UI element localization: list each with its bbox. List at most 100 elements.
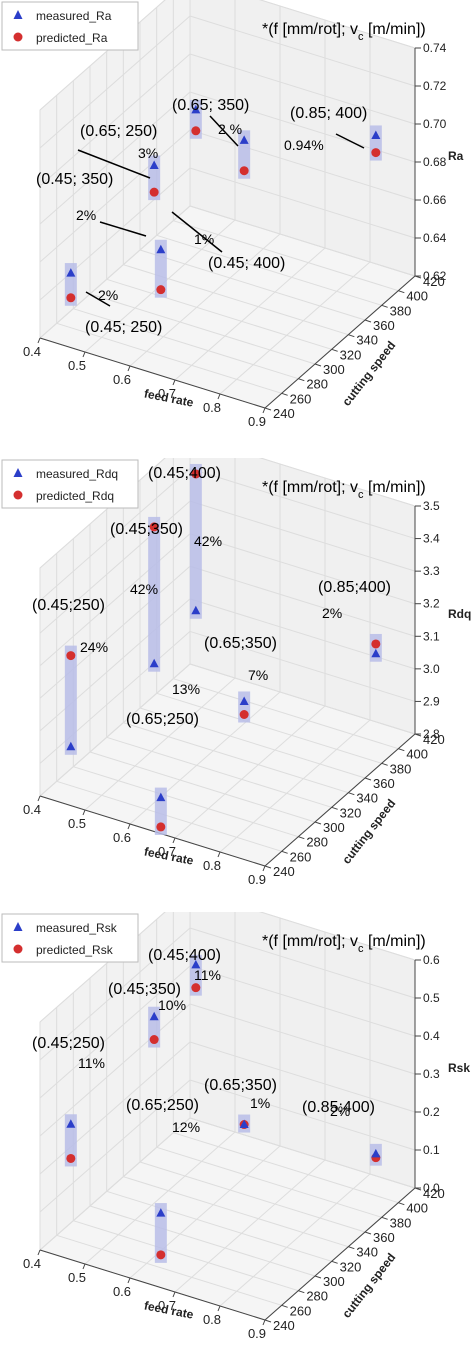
y-tick	[364, 1231, 372, 1235]
z-tick-label: 0.2	[423, 1105, 440, 1119]
grid-line-z	[39, 1003, 191, 1137]
annotation-label: (0.65;350)	[204, 1077, 277, 1094]
grid-line-y	[173, 220, 399, 292]
grid-line-y	[173, 678, 399, 750]
error-bar	[64, 645, 77, 755]
y-tick-label: 380	[390, 761, 412, 776]
y-tick-label: 340	[356, 1245, 378, 1260]
grid-line-y	[123, 722, 349, 794]
x-tick	[172, 1291, 176, 1298]
annotation-percent: 10%	[158, 997, 186, 1013]
y-tick	[331, 348, 338, 352]
annotation-percent: 12%	[172, 1119, 200, 1135]
chart-panel-ra: 0.4 0.5 0.6 0.7 0.8 0.9 240 260 280 300 320 340 360 3…	[0, 0, 474, 430]
x-tick-label: 0.6	[113, 830, 131, 845]
y-tick-label: 420	[423, 1186, 445, 1201]
measured-point	[191, 605, 201, 615]
z-tick-label: 2.8	[423, 727, 440, 741]
x-tick	[127, 823, 131, 830]
y-tick	[398, 748, 405, 752]
y-tick	[348, 792, 355, 796]
measured-point	[371, 648, 381, 658]
z-tick-label: 0.5	[423, 991, 440, 1005]
legend-measured-label: measured_Rsk	[36, 921, 118, 935]
measured-point	[156, 792, 166, 802]
y-tick-label: 320	[340, 1259, 362, 1274]
x-tick-label: 0.8	[203, 858, 221, 873]
annotation-percent: 2%	[76, 207, 96, 223]
grid-line-y	[73, 1220, 299, 1292]
annotation-percent: 1%	[250, 1095, 270, 1111]
chart-ra: 0.40.50.60.70.80.92402602803003203403603…	[1, 0, 464, 429]
annotation-percent: 24%	[80, 639, 108, 655]
grid-line-y	[89, 751, 316, 823]
z-axis-label: Ra	[448, 149, 464, 163]
y-tick-label: 360	[373, 318, 395, 333]
legend-box	[1, 913, 139, 963]
y-tick-label: 320	[340, 805, 362, 820]
grid-line-y	[106, 278, 332, 350]
grid-line-y	[89, 1205, 316, 1277]
y-tick-label: 300	[323, 1274, 345, 1289]
measured-point	[239, 135, 249, 144]
y-tick-label: 380	[390, 1215, 412, 1230]
x-tick-label: 0.8	[203, 400, 221, 415]
y-tick-label: 320	[340, 347, 362, 362]
annotation-percent: 2%	[98, 287, 118, 303]
annotation-label: (0.45;350)	[108, 981, 181, 998]
grid-line-z	[189, 927, 416, 999]
predicted-point	[66, 293, 76, 303]
y-tick	[331, 1260, 338, 1264]
measured-point	[239, 696, 249, 705]
grid-line-y	[73, 766, 299, 838]
y-tick	[314, 821, 322, 825]
x-tick	[82, 809, 86, 816]
grid-line-z	[189, 15, 416, 87]
x-axis-line	[39, 795, 266, 867]
grid-line-y	[173, 1132, 399, 1204]
y-tick-label: 260	[290, 1303, 312, 1318]
y-tick-label: 260	[290, 391, 312, 406]
z-axis-label: Rsk	[448, 1061, 470, 1075]
annotation-label: (0.45;250)	[32, 597, 105, 614]
z-tick-label: 3.4	[423, 532, 440, 546]
annotation-percent: 42%	[194, 533, 222, 549]
error-bar	[154, 239, 167, 298]
legend-predicted-label: predicted_Rdq	[36, 489, 114, 503]
x-tick-label: 0.9	[248, 414, 266, 429]
measured-point	[66, 1119, 76, 1128]
grid-line-z	[259, 912, 416, 961]
grid-line-z	[189, 663, 416, 735]
x-tick-label: 0.7	[158, 1298, 176, 1313]
y-tick-label: 360	[373, 776, 395, 791]
x-tick	[217, 851, 221, 858]
y-tick	[381, 304, 388, 308]
grid-line-y	[56, 780, 282, 852]
x-tick	[172, 837, 176, 844]
predicted-point	[149, 187, 159, 197]
grid-line-z	[259, 0, 416, 49]
grid-line-z	[39, 15, 191, 149]
grid-line-y	[139, 249, 366, 321]
grid-line-x	[84, 677, 236, 811]
grid-line-z	[189, 630, 416, 702]
grid-line-z	[39, 500, 191, 634]
grid-line-z	[189, 965, 416, 1037]
grid-line-x	[219, 261, 371, 395]
grid-line-y	[139, 1161, 366, 1233]
y-tick-label: 300	[323, 820, 345, 835]
predicted-point	[371, 148, 381, 158]
predicted-point	[156, 285, 166, 295]
legend-predicted-label: predicted_Rsk	[36, 943, 114, 957]
y-tick	[264, 1319, 272, 1323]
annotation-percent: 3%	[138, 145, 158, 161]
x-tick-label: 0.5	[68, 816, 86, 831]
z-tick-label: 3.5	[423, 499, 440, 513]
annotation-percent: 7%	[248, 667, 268, 683]
annotation-label: (0.45;350)	[110, 521, 183, 538]
annotation-percent: 42%	[130, 581, 158, 597]
predicted-point	[156, 1250, 166, 1260]
annotation-percent: 1%	[194, 231, 214, 247]
x-tick	[82, 351, 86, 358]
y-tick-label: 300	[323, 362, 345, 377]
